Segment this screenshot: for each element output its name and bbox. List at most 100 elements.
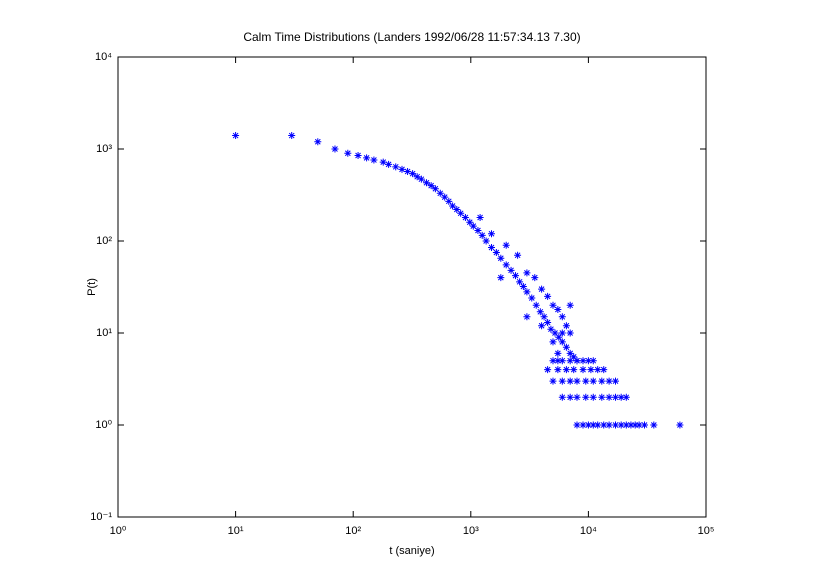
data-point — [232, 132, 240, 140]
data-point — [288, 132, 296, 140]
data-point — [331, 145, 339, 153]
data-point — [600, 366, 608, 374]
data-point — [507, 266, 515, 274]
data-point — [549, 357, 557, 365]
y-axis-label: P(t) — [86, 278, 98, 296]
x-tick-label: 10⁵ — [698, 525, 715, 537]
data-point — [404, 167, 412, 175]
data-point — [573, 377, 581, 385]
data-point — [363, 154, 371, 162]
data-point — [573, 421, 581, 429]
data-point — [478, 231, 486, 239]
data-point — [476, 214, 484, 222]
data-point — [528, 294, 536, 302]
data-point — [558, 329, 566, 337]
data-point — [409, 170, 417, 178]
data-point — [523, 313, 531, 321]
data-point — [676, 421, 684, 429]
data-point — [650, 421, 658, 429]
data-point — [566, 377, 574, 385]
data-point — [612, 421, 620, 429]
data-point — [516, 278, 524, 286]
x-tick-label: 10¹ — [228, 525, 244, 537]
data-point — [622, 393, 630, 401]
y-tick-label: 10³ — [96, 143, 112, 155]
data-point — [558, 377, 566, 385]
data-point — [579, 357, 587, 365]
data-point — [582, 377, 590, 385]
data-point — [612, 377, 620, 385]
data-point — [379, 158, 387, 166]
data-point — [531, 274, 539, 282]
data-point — [617, 393, 625, 401]
data-point — [554, 349, 562, 357]
data-point — [573, 357, 581, 365]
data-point — [540, 313, 548, 321]
data-point — [605, 421, 613, 429]
data-point — [431, 185, 439, 193]
data-point — [427, 182, 435, 190]
data-point — [544, 366, 552, 374]
data-point — [398, 165, 406, 173]
data-point — [566, 301, 574, 309]
data-point — [536, 308, 544, 316]
data-point — [587, 366, 595, 374]
data-point — [579, 421, 587, 429]
data-point — [562, 322, 570, 330]
data-point — [417, 175, 425, 183]
y-tick-label: 10⁴ — [95, 51, 112, 63]
chart-title: Calm Time Distributions (Landers 1992/06… — [243, 30, 580, 44]
data-point — [392, 163, 400, 171]
data-point — [570, 366, 578, 374]
data-point — [558, 393, 566, 401]
y-tick-label: 10⁻¹ — [90, 511, 112, 523]
data-point — [589, 421, 597, 429]
data-point — [523, 288, 531, 296]
data-point — [532, 301, 540, 309]
data-point — [554, 306, 562, 314]
data-point — [497, 274, 505, 282]
data-point — [549, 377, 557, 385]
data-point — [558, 338, 566, 346]
data-point — [436, 189, 444, 197]
data-point — [514, 251, 522, 259]
data-point — [314, 138, 322, 146]
data-point — [562, 366, 570, 374]
data-point — [582, 393, 590, 401]
data-point — [554, 366, 562, 374]
data-point — [469, 222, 477, 230]
data-point — [605, 393, 613, 401]
data-point — [370, 156, 378, 164]
data-point — [584, 421, 592, 429]
data-point — [492, 248, 500, 256]
data-point — [422, 179, 430, 187]
data-point — [538, 285, 546, 293]
data-point — [354, 151, 362, 159]
data-point — [558, 357, 566, 365]
y-tick-label: 10¹ — [96, 327, 112, 339]
x-tick-label: 10³ — [463, 525, 479, 537]
data-point — [566, 329, 574, 337]
x-tick-label: 10⁴ — [580, 525, 597, 537]
data-point — [413, 173, 421, 181]
data-point — [589, 393, 597, 401]
x-tick-label: 10⁰ — [110, 525, 127, 537]
data-point — [385, 160, 393, 168]
data-point — [488, 243, 496, 251]
data-point — [612, 393, 620, 401]
data-point — [344, 149, 352, 157]
data-point — [466, 218, 474, 226]
data-point — [594, 366, 602, 374]
data-point — [502, 241, 510, 249]
data-point — [631, 421, 639, 429]
data-point — [605, 377, 613, 385]
data-point — [497, 254, 505, 262]
data-point — [544, 292, 552, 300]
data-point — [441, 193, 449, 201]
data-point — [617, 421, 625, 429]
data-point — [519, 283, 527, 291]
data-point — [453, 205, 461, 213]
data-point — [558, 313, 566, 321]
data-point — [589, 377, 597, 385]
data-point — [570, 353, 578, 361]
